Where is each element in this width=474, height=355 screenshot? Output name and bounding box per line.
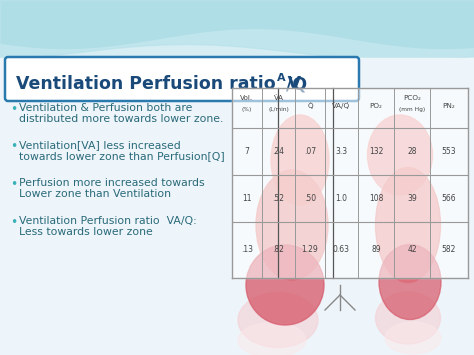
Text: .82: .82 (273, 246, 284, 255)
Text: PO₂: PO₂ (370, 103, 383, 109)
Ellipse shape (375, 168, 440, 283)
Text: .13: .13 (241, 246, 253, 255)
Text: Q̇: Q̇ (307, 103, 313, 109)
Ellipse shape (246, 245, 324, 325)
FancyBboxPatch shape (5, 57, 359, 101)
Text: (mm Hg): (mm Hg) (399, 108, 425, 113)
Text: Ventilation Perfusion ratio  VA/Q:: Ventilation Perfusion ratio VA/Q: (19, 216, 197, 226)
Ellipse shape (385, 322, 441, 354)
Text: (L/min): (L/min) (268, 108, 289, 113)
Text: •: • (10, 216, 17, 229)
Text: •: • (10, 140, 17, 153)
Text: Perfusion more increased towards: Perfusion more increased towards (19, 178, 205, 188)
Text: 0.63: 0.63 (333, 246, 350, 255)
Text: 7: 7 (245, 147, 249, 156)
Text: .50: .50 (304, 194, 316, 203)
Text: 132: 132 (369, 147, 383, 156)
Text: 582: 582 (442, 246, 456, 255)
Text: 1.0: 1.0 (336, 194, 347, 203)
Text: PN₂: PN₂ (443, 103, 456, 109)
Ellipse shape (271, 115, 329, 205)
Text: 3.3: 3.3 (336, 147, 347, 156)
Bar (232, 88, 468, 278)
Text: Vol.: Vol. (240, 95, 254, 101)
Text: 11: 11 (242, 194, 252, 203)
Text: /Q: /Q (286, 75, 307, 93)
Ellipse shape (238, 293, 318, 348)
Text: V̇A: V̇A (273, 95, 283, 101)
Text: distributed more towards lower zone.: distributed more towards lower zone. (19, 114, 223, 124)
Text: Less towards lower zone: Less towards lower zone (19, 227, 153, 237)
Text: 108: 108 (369, 194, 383, 203)
Text: 42: 42 (407, 246, 417, 255)
Text: 566: 566 (442, 194, 456, 203)
Text: 89: 89 (371, 246, 381, 255)
Text: .52: .52 (273, 194, 284, 203)
Ellipse shape (238, 322, 306, 355)
Ellipse shape (375, 292, 440, 344)
Text: (%): (%) (242, 108, 252, 113)
Ellipse shape (379, 245, 441, 320)
Text: .24: .24 (273, 147, 284, 156)
Text: V̇A/Q̇: V̇A/Q̇ (332, 103, 351, 109)
Text: Ventilation[VA] less increased: Ventilation[VA] less increased (19, 140, 181, 150)
Text: 39: 39 (407, 194, 417, 203)
Text: A: A (277, 73, 286, 83)
Ellipse shape (256, 170, 328, 280)
Bar (0, 58, 474, 355)
Text: 553: 553 (442, 147, 456, 156)
Text: towards lower zone than Perfusion[Q]: towards lower zone than Perfusion[Q] (19, 151, 225, 161)
Text: Lower zone than Ventilation: Lower zone than Ventilation (19, 189, 171, 199)
Text: Ventilation & Perfusion both are: Ventilation & Perfusion both are (19, 103, 192, 113)
Text: 1.29: 1.29 (301, 246, 319, 255)
Text: PCO₂: PCO₂ (403, 95, 421, 101)
Text: •: • (10, 103, 17, 116)
Text: 28: 28 (407, 147, 417, 156)
Text: .07: .07 (304, 147, 316, 156)
Ellipse shape (367, 115, 432, 195)
Text: Ventilation Perfusion ratio  V: Ventilation Perfusion ratio V (16, 75, 301, 93)
Text: •: • (10, 178, 17, 191)
